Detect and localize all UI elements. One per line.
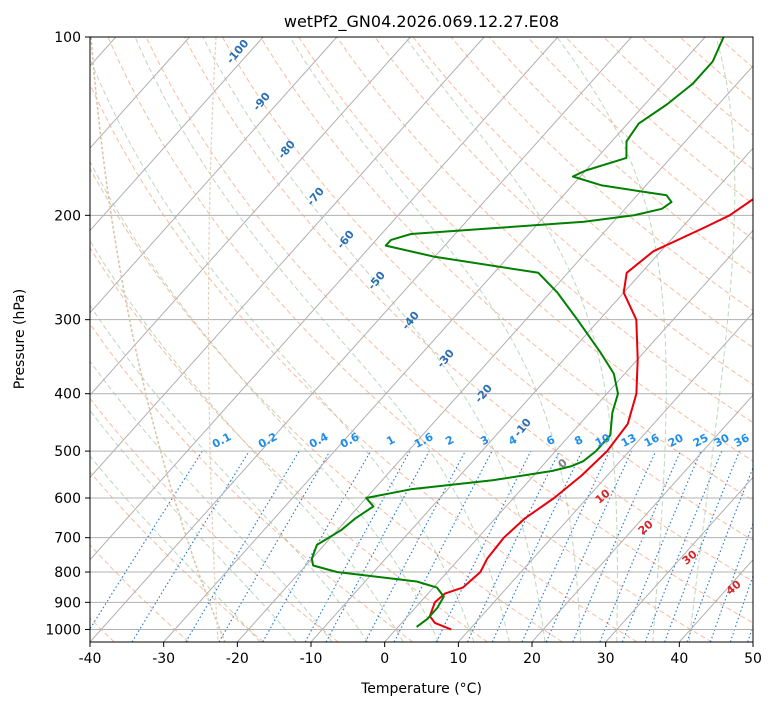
- y-tick-label: 900: [54, 595, 81, 611]
- x-tick-label: -10: [300, 651, 323, 667]
- x-tick-label: -20: [226, 651, 249, 667]
- y-tick-label: 100: [54, 30, 81, 46]
- y-tick-label: 700: [54, 531, 81, 547]
- x-axis-label: Temperature (°C): [360, 681, 482, 697]
- x-tick-label: -30: [152, 651, 175, 667]
- x-tick-label: -40: [79, 651, 102, 667]
- y-tick-label: 600: [54, 491, 81, 507]
- y-tick-label: 500: [54, 444, 81, 460]
- x-tick-label: 0: [380, 651, 389, 667]
- x-tick-label: 30: [597, 651, 615, 667]
- y-tick-label: 200: [54, 208, 81, 224]
- x-tick-label: 40: [670, 651, 688, 667]
- x-tick-label: 20: [523, 651, 541, 667]
- y-axis-label: Pressure (hPa): [12, 289, 28, 389]
- y-tick-label: 300: [54, 313, 81, 329]
- y-tick-label: 800: [54, 565, 81, 581]
- chart-title: wetPf2_GN04.2026.069.12.27.E08: [284, 12, 559, 32]
- y-tick-label: 1000: [45, 622, 81, 638]
- y-tick-label: 400: [54, 387, 81, 403]
- x-tick-label: 10: [449, 651, 467, 667]
- x-tick-label: 50: [744, 651, 762, 667]
